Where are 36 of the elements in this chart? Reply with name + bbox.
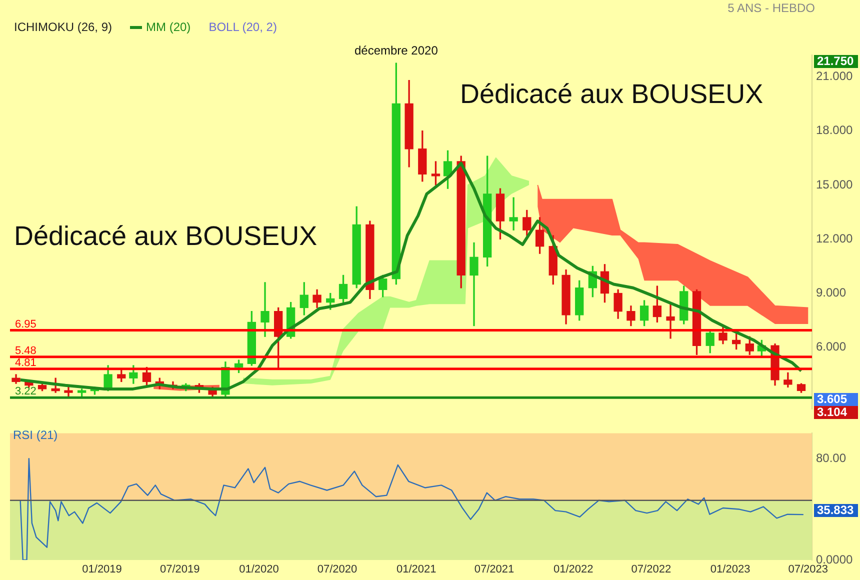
candlestick bbox=[64, 386, 73, 396]
ref-line-label: 3.22 bbox=[15, 386, 36, 398]
y-tick-label: 80.00 bbox=[816, 450, 846, 465]
x-tick-label: 07/2023 bbox=[788, 564, 828, 576]
text: 35.833 bbox=[814, 503, 858, 517]
x-tick-label: 01/2020 bbox=[239, 564, 279, 576]
y-tick-label: 15.000 bbox=[816, 177, 854, 192]
text: 3.104 bbox=[814, 405, 858, 419]
ref-line-label: 4.81 bbox=[15, 356, 36, 369]
chart-title: RSI (21) bbox=[13, 428, 58, 442]
text: 5 ANS - HEBDO bbox=[728, 1, 815, 16]
x-tick-label: 01/2022 bbox=[553, 564, 594, 576]
x-tick-label: 01/2023 bbox=[710, 564, 750, 576]
x-tick-label: 07/2019 bbox=[160, 564, 200, 576]
x-tick-label: 01/2021 bbox=[396, 564, 436, 576]
x-tick-label: 01/2019 bbox=[82, 564, 122, 576]
y-tick-label: 0.0000 bbox=[816, 552, 854, 566]
y-tick-label: 9.000 bbox=[816, 286, 846, 300]
text: BOLL (20, 2) bbox=[208, 20, 277, 34]
x-tick-label: 07/2022 bbox=[631, 564, 672, 576]
y-tick-label: 21.000 bbox=[816, 68, 854, 83]
text: 21.750 bbox=[814, 54, 858, 68]
x-tick-label: 07/2021 bbox=[474, 564, 514, 576]
annotation: Dédicacé aux BOUSEUX bbox=[14, 221, 318, 252]
y-tick-label: 12.000 bbox=[816, 231, 854, 246]
x-tick-label: 07/2020 bbox=[317, 564, 358, 576]
candlestick bbox=[431, 161, 440, 186]
text: 3.605 bbox=[814, 392, 858, 406]
y-tick-label: 6.000 bbox=[816, 340, 846, 354]
ref-line-label: 5.48 bbox=[15, 344, 36, 357]
y-tick-label: 18.000 bbox=[816, 123, 854, 138]
text: ICHIMOKU (26, 9) bbox=[14, 20, 112, 34]
legend-label: MM (20) bbox=[145, 20, 191, 34]
annotation: Dédicacé aux BOUSEUX bbox=[460, 79, 764, 110]
ref-line-label: 6.95 bbox=[15, 318, 36, 330]
annotation: décembre 2020 bbox=[354, 43, 438, 58]
